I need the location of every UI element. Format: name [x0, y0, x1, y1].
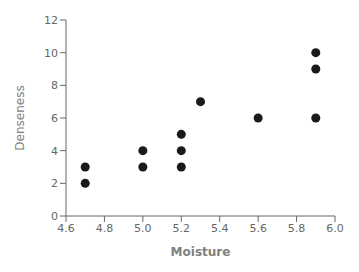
svg-text:4.6: 4.6 — [57, 222, 75, 235]
svg-text:5.8: 5.8 — [288, 222, 306, 235]
svg-text:5.0: 5.0 — [134, 222, 152, 235]
svg-text:12: 12 — [44, 14, 58, 27]
svg-text:2: 2 — [51, 177, 58, 190]
svg-text:8: 8 — [51, 79, 58, 92]
svg-text:5.6: 5.6 — [249, 222, 267, 235]
svg-text:6: 6 — [51, 112, 58, 125]
svg-text:4.8: 4.8 — [96, 222, 114, 235]
svg-text:10: 10 — [44, 47, 58, 60]
svg-text:0: 0 — [51, 210, 58, 223]
svg-text:6.0: 6.0 — [326, 222, 344, 235]
svg-text:4: 4 — [51, 145, 58, 158]
svg-text:5.4: 5.4 — [211, 222, 229, 235]
svg-text:Denseness: Denseness — [13, 85, 27, 150]
svg-text:Moisture: Moisture — [171, 245, 231, 259]
svg-text:5.2: 5.2 — [173, 222, 191, 235]
